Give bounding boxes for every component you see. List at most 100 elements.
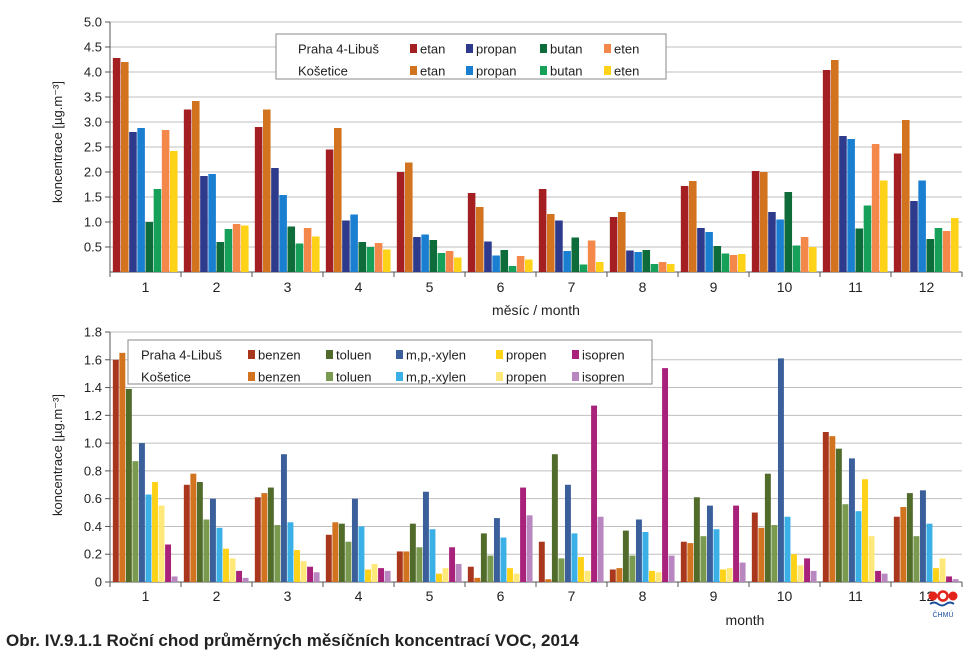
y-tick-label: 0.2 xyxy=(84,547,102,562)
bar xyxy=(378,568,385,582)
bar xyxy=(396,172,405,272)
bar xyxy=(325,149,334,272)
bar xyxy=(493,518,500,582)
bar xyxy=(868,536,875,582)
bar xyxy=(271,168,279,272)
bar xyxy=(571,237,580,272)
legend-key xyxy=(466,66,473,75)
legend-key xyxy=(248,372,255,381)
legend-key xyxy=(572,350,579,359)
bar xyxy=(847,139,855,272)
bar xyxy=(171,576,178,582)
bar xyxy=(629,555,636,582)
bar xyxy=(325,534,332,582)
bar xyxy=(436,573,442,582)
x-tick-label: 1 xyxy=(142,588,150,604)
bar xyxy=(358,526,365,582)
bar xyxy=(476,207,484,272)
bar xyxy=(951,218,959,272)
bar xyxy=(784,516,791,582)
bar xyxy=(345,541,352,582)
bar xyxy=(313,572,320,582)
bar xyxy=(733,505,740,582)
bar xyxy=(713,246,722,272)
bar xyxy=(551,454,558,582)
y-tick-label: 2.0 xyxy=(84,165,102,180)
bar xyxy=(125,388,132,582)
bar xyxy=(526,515,533,582)
bar xyxy=(635,519,642,582)
bar xyxy=(145,494,152,582)
bar xyxy=(842,504,849,582)
bar xyxy=(952,579,959,582)
x-tick-label: 8 xyxy=(639,588,647,604)
bar xyxy=(216,527,223,582)
bar xyxy=(161,130,170,272)
bar xyxy=(558,558,565,582)
logo-wave xyxy=(929,601,955,607)
bar xyxy=(946,576,953,582)
legend-station-label: Praha 4-Libuš xyxy=(298,42,379,57)
chart-voc-aromatics: 1.81.61.41.21.00.80.60.40.201 2 3 4 5 6 7 8 9 10 1… xyxy=(50,325,963,628)
y-tick-label: 4.5 xyxy=(84,40,102,55)
bar xyxy=(274,525,281,582)
logo-text: ČHMÚ xyxy=(933,610,954,619)
bar xyxy=(622,530,629,582)
legend-series-label: benzen xyxy=(258,348,301,363)
bar xyxy=(934,228,943,272)
legend-key xyxy=(496,350,503,359)
bar xyxy=(224,229,233,272)
legend-series-label: eten xyxy=(614,64,639,79)
bar xyxy=(384,570,391,582)
bar xyxy=(409,523,416,582)
bar xyxy=(738,254,746,272)
x-tick-label: 3 xyxy=(284,279,292,295)
bar xyxy=(926,523,933,582)
bar xyxy=(254,127,263,272)
logo-circle-left xyxy=(928,591,938,601)
bar xyxy=(437,253,446,272)
bar xyxy=(705,232,713,272)
bar xyxy=(855,228,864,272)
x-tick-label: 9 xyxy=(710,588,718,604)
bar xyxy=(739,562,746,582)
bar xyxy=(190,473,197,582)
y-tick-label: 3.0 xyxy=(84,115,102,130)
bar xyxy=(822,432,829,582)
x-tick-label: 12 xyxy=(919,279,935,295)
legend-series-label: isopren xyxy=(582,348,625,363)
x-tick-label: 9 xyxy=(710,279,718,295)
bar xyxy=(538,189,547,272)
bar xyxy=(822,70,831,272)
bar xyxy=(467,566,474,582)
bar xyxy=(839,136,847,272)
bar xyxy=(467,193,476,272)
bar xyxy=(474,577,481,582)
bar xyxy=(642,532,649,582)
bar xyxy=(939,558,946,582)
bar xyxy=(578,557,584,582)
y-tick-label: 2.5 xyxy=(84,140,102,155)
bar xyxy=(351,498,358,582)
bar xyxy=(216,242,225,272)
bar xyxy=(919,490,926,582)
bar xyxy=(720,569,726,582)
legend-key xyxy=(496,372,503,381)
bar xyxy=(158,505,165,582)
bar xyxy=(642,250,651,272)
bar xyxy=(338,523,345,582)
bar xyxy=(893,153,902,272)
bar xyxy=(687,543,694,582)
bar xyxy=(119,352,126,582)
bar xyxy=(492,255,500,272)
legend-series-label: propan xyxy=(476,42,516,57)
bar xyxy=(831,60,839,272)
bar xyxy=(203,519,210,582)
legend-box xyxy=(127,339,653,385)
x-tick-label: 12 xyxy=(919,588,935,604)
y-tick-label: 1.0 xyxy=(84,436,102,451)
bar xyxy=(429,529,436,582)
bar xyxy=(196,482,203,582)
bar xyxy=(295,243,304,272)
